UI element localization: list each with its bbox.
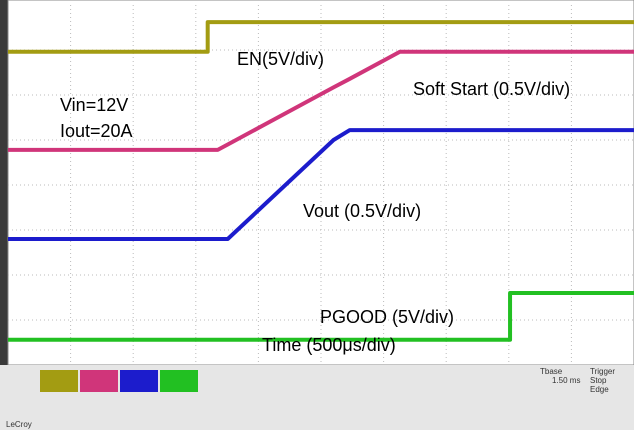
left-strip [0,0,8,365]
annotation: Iout=20A [60,121,133,141]
channel-box [120,370,158,392]
trace [8,20,634,54]
status-text: Trigger [590,367,615,376]
channel-box [160,370,198,392]
trace-label: EN(5V/div) [237,49,324,69]
annotation: Vin=12V [60,95,128,115]
trace [8,128,634,241]
status-text: LeCroy [6,420,32,429]
trace [8,49,634,152]
channel-box [80,370,118,392]
status-text: Tbase [540,367,563,376]
trace-label: Soft Start (0.5V/div) [413,79,570,99]
trace-label: PGOOD (5V/div) [320,307,454,327]
channel-box [40,370,78,392]
trace [8,291,634,342]
trace-label: Vout (0.5V/div) [303,201,421,221]
status-text: Stop [590,376,607,385]
status-text: 1.50 ms [552,376,580,385]
plot-area [7,0,634,366]
x-axis-label: Time (500μs/div) [262,335,396,355]
status-text: Edge [590,385,609,394]
